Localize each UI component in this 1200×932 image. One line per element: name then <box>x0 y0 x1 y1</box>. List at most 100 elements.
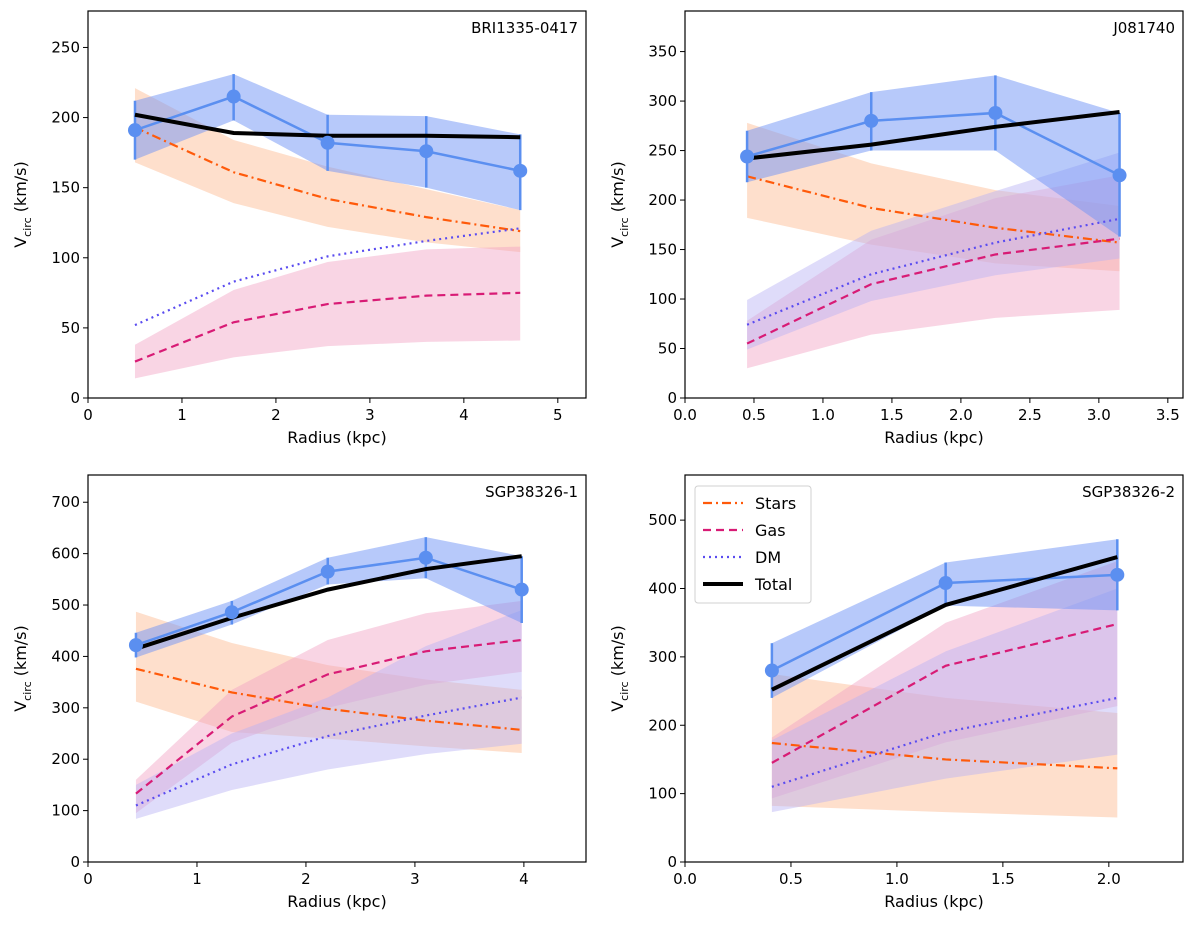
y-tick-label: 250 <box>51 38 80 56</box>
stars-uncertainty-band <box>135 611 522 754</box>
y-axis-label: Vcirc (km/s) <box>608 625 631 712</box>
stars-line <box>135 667 522 732</box>
y-tick-label: 150 <box>648 241 677 259</box>
x-axis-label: Radius (kpc) <box>287 892 386 911</box>
x-tick-label: 4 <box>459 406 469 424</box>
stars-line <box>746 175 1120 244</box>
y-tick-label: 700 <box>51 493 80 511</box>
y-tick-label: 500 <box>648 511 677 529</box>
y-tick-label: 50 <box>61 319 80 337</box>
panel-title: SGP38326-2 <box>1082 483 1175 501</box>
plot-area <box>128 537 529 819</box>
observed-point <box>320 135 335 150</box>
x-tick-label: 3.5 <box>1156 406 1180 424</box>
y-tick-label: 100 <box>648 785 677 803</box>
observed-point <box>128 638 143 653</box>
dm-line <box>771 696 1118 788</box>
legend-label-stars: Stars <box>755 494 796 513</box>
y-tick-label: 500 <box>51 596 80 614</box>
axes-frame <box>684 10 1184 399</box>
y-tick-label: 100 <box>51 249 80 267</box>
y-tick-label: 250 <box>648 142 677 160</box>
axes-frame <box>87 10 587 399</box>
x-tick-label: 2 <box>271 406 281 424</box>
observed-point <box>224 605 239 620</box>
stars-uncertainty-band <box>771 673 1118 818</box>
legend-frame <box>694 485 812 604</box>
x-tick-label: 4 <box>519 870 529 888</box>
y-tick-label: 400 <box>51 647 80 665</box>
observed-point <box>1112 168 1127 183</box>
y-tick-label: 300 <box>648 92 677 110</box>
x-tick-label: 0.0 <box>673 406 697 424</box>
panel-4: 0.0 0.5 1.0 1.5 2.0 0 100 200 300 400 500 Radius (k… <box>608 474 1184 911</box>
x-tick-label: 0 <box>83 406 93 424</box>
x-tick-label: 2.0 <box>949 406 973 424</box>
total-line <box>771 555 1118 692</box>
y-tick-label: 200 <box>648 191 677 209</box>
dm-uncertainty-band <box>747 152 1120 350</box>
gas-line <box>771 622 1118 764</box>
panel-3: 0 1 2 3 4 0 100 200 300 400 500 600 700 Radius (kpc) V… <box>11 474 587 911</box>
observed-point <box>988 105 1003 120</box>
x-tick-label: 2.0 <box>1097 870 1121 888</box>
observed-point <box>938 576 953 591</box>
stars-uncertainty-band <box>747 122 1120 272</box>
panel-title: SGP38326-1 <box>485 483 578 501</box>
observed-point <box>127 123 142 138</box>
legend: Stars Gas DM Total <box>694 485 812 604</box>
total-line <box>746 109 1120 161</box>
y-tick-label: 600 <box>51 545 80 563</box>
x-axis-label: Radius (kpc) <box>287 428 386 447</box>
x-tick-label: 3 <box>410 870 420 888</box>
observed-point <box>1110 567 1125 582</box>
observed-point <box>864 113 879 128</box>
observed-point <box>418 550 433 565</box>
y-axis-label: Vcirc (km/s) <box>11 625 34 712</box>
dm-line <box>134 227 521 327</box>
y-tick-label: 100 <box>648 290 677 308</box>
x-tick-label: 1.5 <box>991 870 1015 888</box>
dm-line <box>746 217 1120 326</box>
plot-area <box>127 74 528 379</box>
x-tick-label: 1 <box>177 406 187 424</box>
total-line <box>134 112 521 140</box>
plot-area <box>740 75 1127 369</box>
y-tick-label: 400 <box>648 580 677 598</box>
legend-label-gas: Gas <box>755 521 786 540</box>
x-tick-label: 0.0 <box>673 870 697 888</box>
gas-line <box>135 638 522 795</box>
x-tick-label: 0.5 <box>779 870 803 888</box>
x-axis-label: Radius (kpc) <box>884 428 983 447</box>
observed-line <box>746 111 1121 177</box>
y-tick-label: 300 <box>648 648 677 666</box>
axes-frame <box>684 474 1184 863</box>
x-axis-label: Radius (kpc) <box>884 892 983 911</box>
y-tick-label: 0 <box>70 389 80 407</box>
observed-point <box>226 89 241 104</box>
y-tick-label: 0 <box>667 853 677 871</box>
x-tick-label: 0.5 <box>742 406 766 424</box>
gas-uncertainty-band <box>771 561 1118 799</box>
y-tick-label: 200 <box>51 109 80 127</box>
y-tick-label: 200 <box>648 716 677 734</box>
observed-uncertainty-band <box>747 75 1120 237</box>
observed-point <box>320 564 335 579</box>
plot-area <box>764 539 1125 818</box>
x-tick-label: 1.5 <box>880 406 904 424</box>
x-tick-label: 3.0 <box>1087 406 1111 424</box>
panel-title: J081740 <box>1112 19 1175 37</box>
x-tick-label: 2.5 <box>1018 406 1042 424</box>
x-tick-label: 5 <box>553 406 563 424</box>
dm-uncertainty-band <box>135 610 522 819</box>
x-tick-label: 1.0 <box>885 870 909 888</box>
x-tick-label: 1.0 <box>811 406 835 424</box>
y-tick-label: 0 <box>667 389 677 407</box>
x-tick-label: 2 <box>301 870 311 888</box>
y-tick-label: 200 <box>51 750 80 768</box>
dm-line <box>135 696 522 807</box>
y-axis-label: Vcirc (km/s) <box>608 161 631 248</box>
y-tick-label: 50 <box>658 340 677 358</box>
